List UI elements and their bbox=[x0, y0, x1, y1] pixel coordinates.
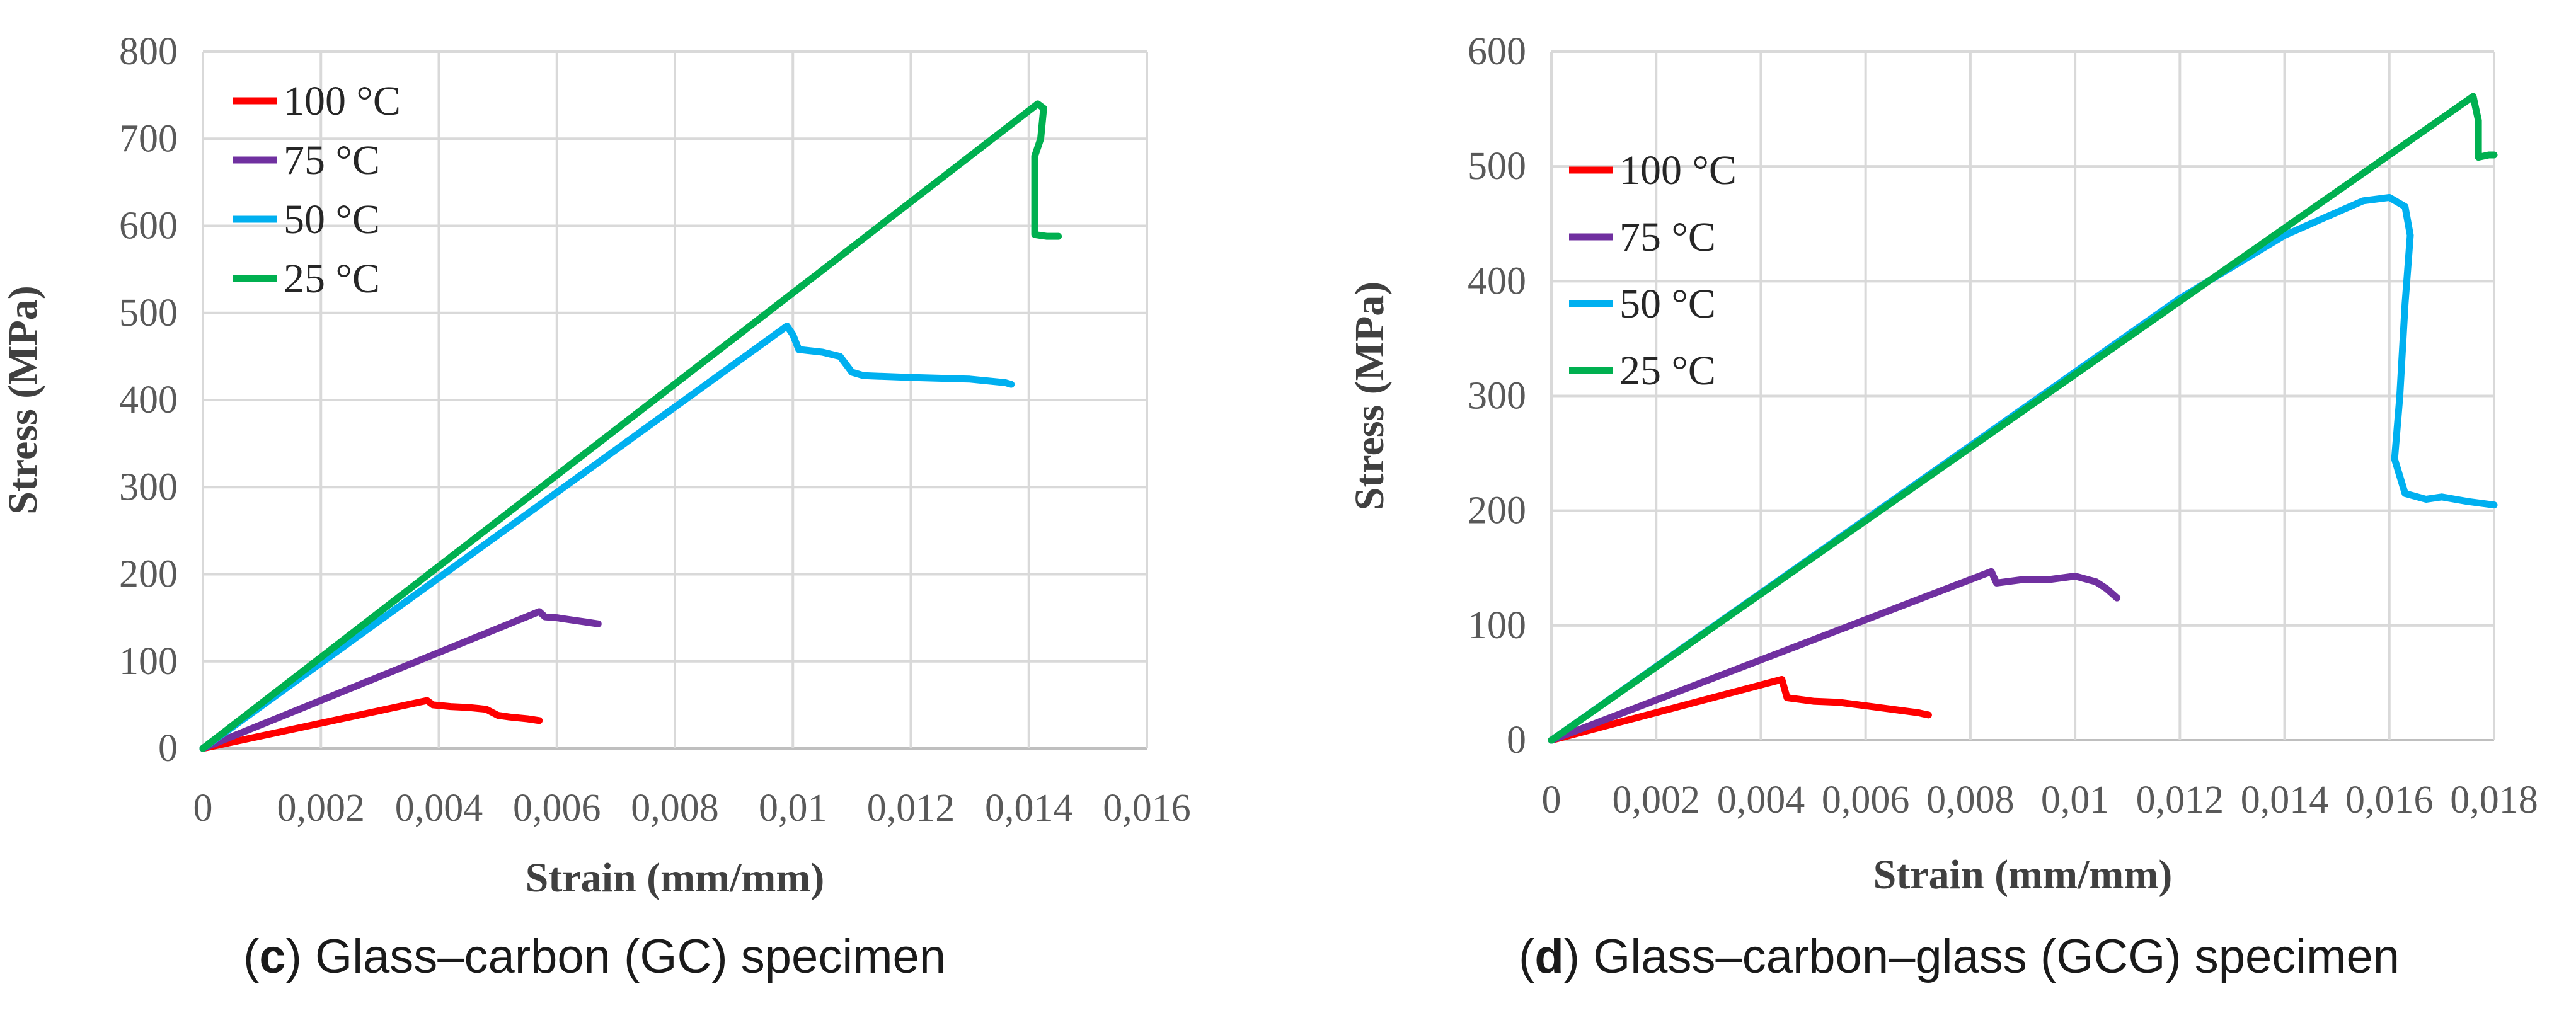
caption-c-text: ) Glass–carbon (GC) specimen bbox=[285, 930, 946, 983]
y-tick-label: 0 bbox=[1507, 719, 1526, 762]
x-tick-label: 0,012 bbox=[867, 787, 955, 830]
x-tick-label: 0,002 bbox=[277, 787, 365, 830]
x-tick-label: 0,016 bbox=[2345, 779, 2434, 821]
y-tick-label: 700 bbox=[119, 117, 178, 160]
series-line-75C bbox=[1548, 568, 2121, 744]
y-axis-label: Stress (MPa) bbox=[1347, 282, 1393, 511]
y-tick-label: 0 bbox=[158, 727, 178, 770]
y-tick-label: 800 bbox=[119, 30, 178, 73]
x-tick-label: 0,014 bbox=[2241, 779, 2329, 821]
x-tick-label: 0,002 bbox=[1612, 779, 1700, 821]
y-tick-label: 200 bbox=[1468, 489, 1526, 532]
y-tick-label: 400 bbox=[119, 379, 178, 421]
x-tick-label: 0,006 bbox=[513, 787, 601, 830]
x-tick-label: 0,006 bbox=[1822, 779, 1910, 821]
legend-label: 25 °C bbox=[1619, 348, 1716, 394]
y-axis-label: Stress (MPa) bbox=[0, 285, 46, 515]
chart-c-svg: 0 100 200 300 400 500 600 700 800 0 0,002 0,004 0,00… bbox=[0, 30, 1191, 901]
legend-label: 50 °C bbox=[1619, 281, 1716, 327]
x-tick-label: 0 bbox=[1542, 779, 1561, 821]
series-line-100C bbox=[199, 697, 543, 752]
series-line-25C bbox=[1548, 93, 2498, 744]
series-line-50C bbox=[1548, 193, 2498, 744]
caption-c-open-paren: ( bbox=[243, 930, 260, 983]
legend-label: 25 °C bbox=[284, 256, 380, 302]
caption-c-letter: c bbox=[259, 930, 286, 983]
y-tick-label: 300 bbox=[1468, 375, 1526, 418]
x-tick-label: 0,01 bbox=[2041, 779, 2110, 821]
y-tick-label: 100 bbox=[119, 640, 178, 683]
y-tick-label: 300 bbox=[119, 466, 178, 508]
caption-d: (d) Glass–carbon–glass (GCG) specimen bbox=[1519, 929, 2400, 984]
y-tick-label: 200 bbox=[119, 553, 178, 596]
x-tick-label: 0,01 bbox=[759, 787, 827, 830]
y-tick-label: 600 bbox=[119, 205, 178, 248]
legend-label: 75 °C bbox=[1619, 214, 1716, 260]
series-line-75C bbox=[199, 608, 602, 752]
caption-d-text: ) Glass–carbon–glass (GCG) specimen bbox=[1563, 930, 2400, 983]
series-line-25C bbox=[199, 100, 1062, 752]
y-tick-label: 500 bbox=[1468, 145, 1526, 188]
x-tick-label: 0,016 bbox=[1103, 787, 1191, 830]
legend-label: 75 °C bbox=[284, 137, 380, 183]
chart-panel-d: 0 100 200 300 400 500 600 0 0,002 0,004 0,006 0,008… bbox=[1323, 0, 2576, 1013]
x-tick-label: 0,008 bbox=[631, 787, 719, 830]
x-tick-label: 0,004 bbox=[395, 787, 483, 830]
x-axis-label: Strain (mm/mm) bbox=[1873, 852, 2173, 898]
legend-label: 100 °C bbox=[1619, 147, 1737, 193]
x-tick-label: 0,018 bbox=[2450, 779, 2538, 821]
x-tick-label: 0,014 bbox=[985, 787, 1073, 830]
y-tick-label: 400 bbox=[1468, 260, 1526, 302]
x-axis-label: Strain (mm/mm) bbox=[526, 855, 825, 901]
series-line-100C bbox=[1548, 676, 1932, 744]
chart-d-svg: 0 100 200 300 400 500 600 0 0,002 0,004 0,006 0,008… bbox=[1347, 30, 2538, 898]
caption-d-open-paren: ( bbox=[1519, 930, 1535, 983]
x-tick-label: 0,004 bbox=[1717, 779, 1805, 821]
y-tick-label: 100 bbox=[1468, 604, 1526, 647]
legend-label: 100 °C bbox=[284, 78, 401, 124]
caption-d-letter: d bbox=[1534, 930, 1564, 983]
y-tick-label: 500 bbox=[119, 292, 178, 335]
x-tick-label: 0 bbox=[193, 787, 213, 830]
x-tick-label: 0,008 bbox=[1926, 779, 2015, 821]
y-tick-label: 600 bbox=[1468, 30, 1526, 73]
caption-c: (c) Glass–carbon (GC) specimen bbox=[243, 929, 946, 984]
x-tick-label: 0,012 bbox=[2136, 779, 2224, 821]
legend-label: 50 °C bbox=[284, 197, 380, 243]
series-line-50C bbox=[199, 323, 1015, 752]
chart-panel-c: 0 100 200 300 400 500 600 700 800 0 0,002 0,004 0,00… bbox=[0, 30, 1191, 984]
